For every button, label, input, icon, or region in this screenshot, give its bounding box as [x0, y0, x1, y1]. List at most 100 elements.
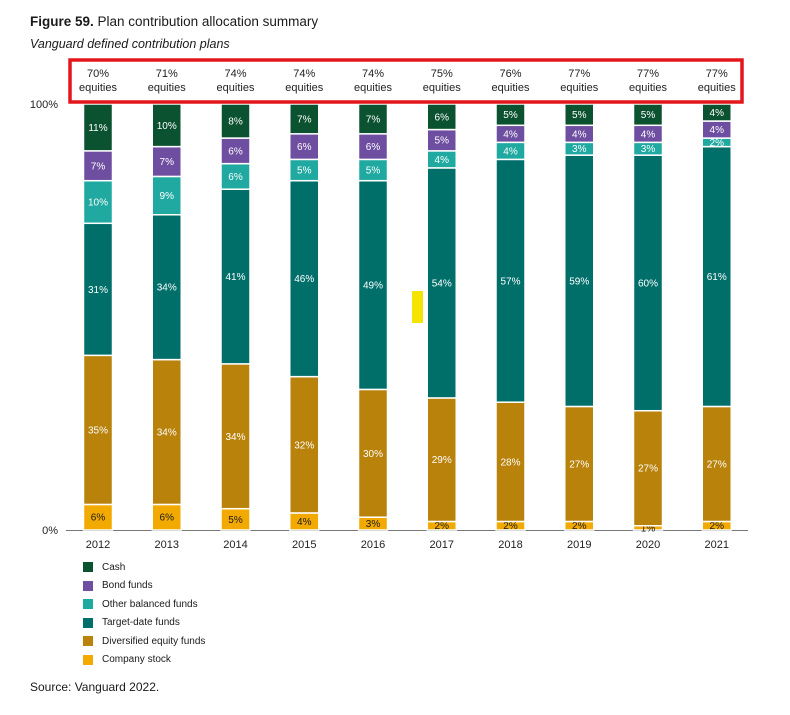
data-label: 27% — [569, 459, 589, 470]
x-tick-label: 2019 — [567, 539, 591, 551]
bar-segment — [151, 358, 182, 506]
bar-segment — [564, 405, 595, 523]
legend-item: Cash — [83, 558, 205, 577]
data-label: 6% — [435, 112, 450, 123]
x-tick-label: 2021 — [705, 539, 729, 551]
equity-label: 77% — [637, 68, 659, 80]
bar-2013: 6% 34% 34% 9% 7% 10% — [151, 103, 182, 531]
data-label: 1% — [641, 523, 656, 534]
bar-segment — [357, 133, 389, 161]
data-label: 6% — [228, 146, 243, 157]
x-tick-label: 2017 — [430, 539, 454, 551]
data-label: 34% — [225, 432, 245, 443]
equity-label: 74% — [224, 68, 246, 80]
bar-segment — [220, 103, 251, 139]
equity-label: equities — [698, 82, 736, 94]
data-label: 5% — [297, 166, 312, 177]
x-tick-label: 2013 — [155, 539, 179, 551]
data-label: 46% — [294, 274, 314, 285]
data-label: 27% — [638, 464, 658, 475]
data-label: 4% — [503, 129, 518, 140]
bar-segment — [151, 175, 182, 216]
data-label: 7% — [160, 157, 175, 168]
x-tick-label: 2015 — [292, 539, 316, 551]
data-label: 5% — [435, 136, 450, 147]
data-label: 4% — [641, 129, 656, 140]
equity-label: 74% — [362, 68, 384, 80]
bar-segment — [82, 354, 114, 506]
equity-label: 75% — [431, 68, 453, 80]
chart-subtitle: Vanguard defined contribution plans — [30, 37, 230, 51]
data-label: 4% — [435, 155, 450, 166]
x-tick-label: 2018 — [498, 539, 522, 551]
legend-swatch — [83, 617, 93, 628]
bar-segment — [289, 133, 320, 161]
y-tick-label: 0% — [42, 525, 58, 537]
bar-segment — [495, 103, 526, 127]
data-label: 8% — [228, 117, 243, 128]
bar-segment — [82, 222, 114, 357]
equity-label: equities — [492, 82, 530, 94]
data-label: 32% — [294, 440, 314, 451]
equity-label: equities — [217, 82, 255, 94]
data-label: 7% — [366, 114, 381, 125]
legend-item: Bond funds — [83, 577, 205, 596]
legend-label: Diversified equity funds — [102, 635, 206, 647]
data-label: 10% — [157, 121, 177, 132]
data-label: 34% — [157, 428, 177, 439]
data-label: 6% — [228, 172, 243, 183]
source-note: Source: Vanguard 2022. — [30, 680, 160, 694]
bar-segment — [564, 154, 595, 408]
bar-segment — [632, 409, 664, 527]
bar-2016: 3% 30% 49% 5% 6% 7% — [357, 103, 389, 531]
bar-2018: 2% 28% 57% 4% 4% 5% — [495, 103, 526, 532]
legend-item: Other balanced funds — [83, 595, 205, 614]
data-label: 5% — [503, 110, 518, 121]
bar-2021: 2% 27% 61% 2% 4% 4% — [701, 103, 732, 532]
x-tick-label: 2020 — [636, 539, 660, 551]
equity-label: equities — [560, 82, 598, 94]
bar-2019: 2% 27% 59% 3% 4% 5% — [564, 103, 595, 532]
legend-swatch — [83, 580, 93, 591]
bar-segment — [357, 388, 389, 518]
legend-item: Target-date funds — [83, 614, 205, 633]
bar-segment — [151, 103, 182, 148]
legend-swatch — [83, 599, 93, 610]
bar-segment — [357, 179, 389, 391]
data-label: 28% — [500, 457, 520, 468]
equity-label: 70% — [87, 68, 109, 80]
data-label: 10% — [88, 197, 108, 208]
figure-number: Figure 59. — [30, 14, 94, 29]
data-label: 2% — [503, 521, 518, 532]
bar-segment — [564, 103, 595, 127]
bar-segment — [151, 503, 182, 531]
bar-segment — [426, 103, 457, 131]
data-label: 4% — [572, 129, 587, 140]
legend: Cash Bond funds Other balanced funds Target… — [83, 558, 205, 669]
bar-2012: 6% 35% 31% 10% 7% 11% — [82, 103, 114, 531]
data-label: 31% — [88, 285, 108, 296]
equity-label: 77% — [568, 68, 590, 80]
legend-item: Company stock — [83, 651, 205, 670]
bar-segment — [701, 145, 732, 408]
bar-segment — [701, 103, 732, 122]
data-label: 35% — [88, 425, 108, 436]
x-tick-label: 2014 — [223, 539, 247, 551]
bar-segment — [289, 375, 320, 514]
data-label: 11% — [88, 123, 107, 134]
bar-segment — [289, 103, 320, 135]
data-label: 2% — [572, 521, 587, 532]
x-tick-label: 2016 — [361, 539, 385, 551]
bar-2015: 4% 32% 46% 5% 6% 7% — [289, 103, 320, 531]
bar-segment — [701, 405, 732, 523]
data-label: 49% — [363, 281, 383, 292]
bar-segment — [289, 179, 320, 378]
equity-label: equities — [423, 82, 461, 94]
chart-title: Figure 59. Plan contribution allocation … — [30, 14, 318, 29]
data-label: 9% — [160, 191, 175, 202]
data-label: 34% — [157, 283, 177, 294]
equity-label: equities — [148, 82, 186, 94]
bar-segment — [426, 167, 457, 399]
data-label: 7% — [91, 161, 106, 172]
equity-label: 71% — [156, 68, 178, 80]
